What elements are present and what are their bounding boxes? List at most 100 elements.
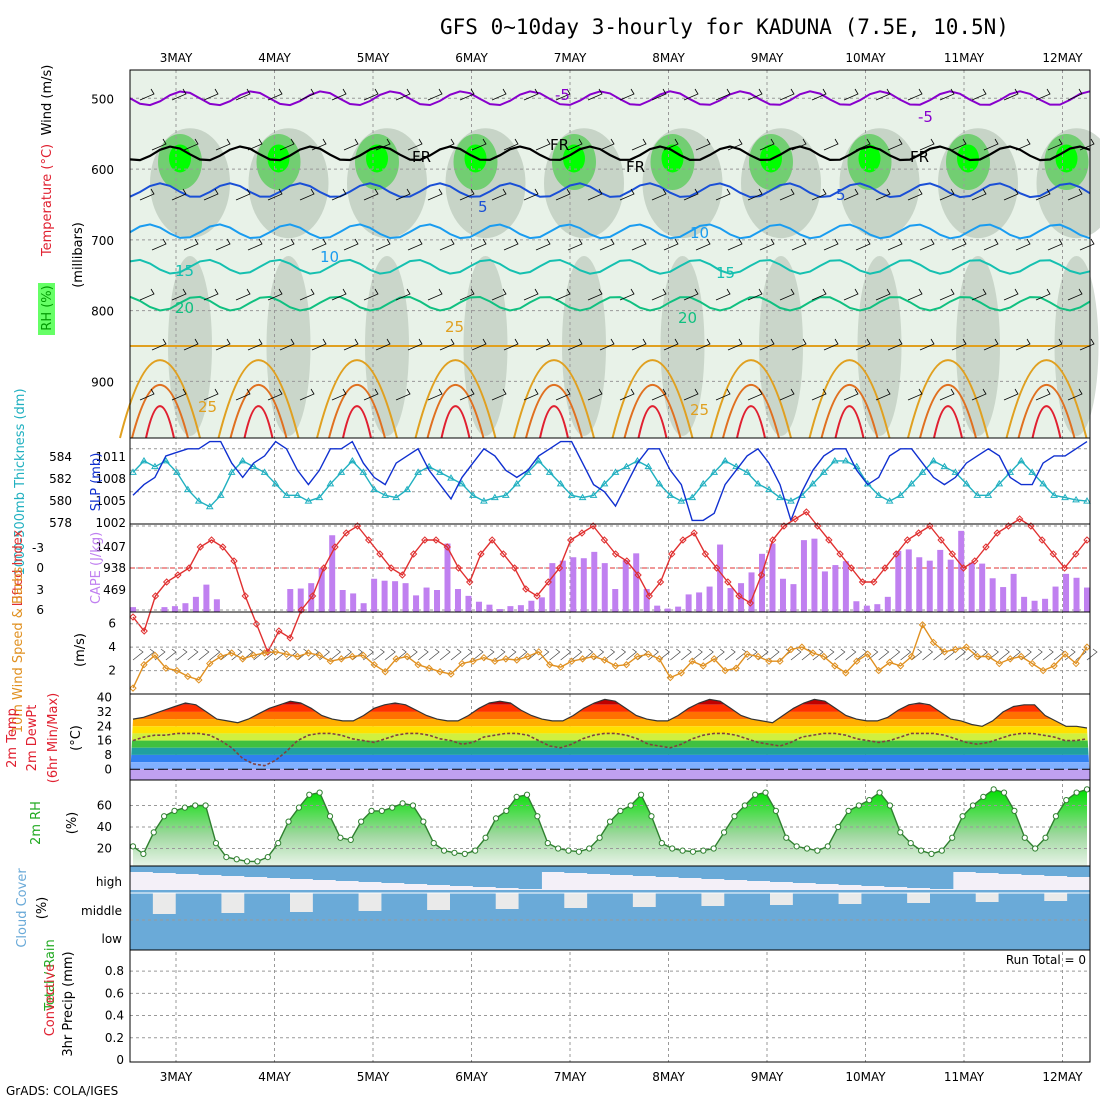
surface-wind-barb [977,648,988,661]
wind-speed-point [359,651,367,660]
pressure-tick-label: 600 [91,163,114,177]
wind-speed-point [414,661,422,669]
lifted-index-point [1083,536,1091,544]
rh-tick-label: 40 [97,820,112,834]
surface-wind-barb [472,648,484,661]
rh-point [358,818,365,825]
cape-bar [696,592,703,612]
wind-barb [631,138,647,151]
temp-band [130,704,1090,712]
thickness-point [819,468,828,475]
wind-barb [395,188,411,201]
rh-point [1063,797,1070,804]
wind-barb [1003,188,1019,201]
wind-speed-point [227,649,236,657]
wind-speed-point [249,651,258,660]
thickness-point [1006,468,1015,475]
wind-speed-point [984,652,993,661]
day-label-bottom: 9MAY [751,1070,784,1084]
rh-point [606,818,614,825]
cape-bar [434,590,441,612]
cape-bar [1073,577,1080,612]
wind-barb [855,238,871,251]
wind-barb [1079,138,1095,151]
thickness-point [699,479,708,487]
wind-barb [555,288,571,301]
isotherm-35-dome [342,405,372,439]
isotherm-35-dome [933,405,963,439]
wind-speed-point [381,668,389,676]
contour-label: 25 [198,398,217,416]
cape-bar [454,589,461,612]
contour-label: FR [412,148,431,166]
contour-label: 10 [690,224,709,242]
rh-point [316,789,323,796]
wind-barb [971,288,987,301]
wind-barb [619,88,635,101]
wind-barb [887,238,903,251]
cape-bar [538,597,545,612]
surface-wind-barb [516,648,528,661]
rh-point [389,804,396,811]
surface-wind-barb [198,648,210,661]
high-cloud-bar [381,866,405,883]
cape-bar [989,578,996,612]
wind-barb [759,238,775,251]
wind-barb [311,238,327,251]
cape-bar [853,601,860,612]
surface-wind-barb [988,648,999,661]
high-cloud-bar [472,866,497,887]
thickness-point [151,462,159,470]
thickness-point [414,468,422,475]
wind-barb [555,388,571,401]
wind-speed-point [600,656,609,664]
rh-point [710,845,717,852]
rh-point [472,847,479,854]
wind-barb [727,338,743,351]
high-cloud-bar [427,866,451,885]
contour-label: FR [626,158,645,176]
wind-speed-point [545,661,554,669]
high-cloud-bar [678,866,702,878]
isotherm-30-dome [525,384,583,439]
rh-point [337,834,344,841]
cloud-level-label: low [102,932,123,946]
rh-point [212,840,220,847]
temp-band [130,699,1090,705]
wind-barb [331,288,347,301]
day-label-top: 10MAY [845,51,886,65]
wind-barb [439,238,455,251]
isotherm-minus5 [129,90,1091,107]
isotherm-35-dome [440,405,471,439]
wind-speed-point [304,649,313,657]
pressure-tick-label: 800 [91,305,114,319]
contour-label: 5 [478,198,488,216]
lifted-index-point [1072,550,1080,558]
wind-barb [407,238,423,251]
surface-wind-barb [154,648,166,661]
wind-barb [599,238,615,251]
temp-band [130,754,1090,763]
surface-wind-barb [790,648,802,661]
mid-cloud-gap [221,893,245,913]
wind-barb [875,388,891,401]
thickness-point [370,485,379,493]
surface-wind-barb [330,648,341,661]
wind-barb [587,88,603,101]
lifted-index-point [948,550,957,558]
wind-barb [183,238,199,251]
isotherm-10 [129,223,1091,240]
thickness-point [216,491,225,498]
lifted-index-point [656,578,665,586]
wind-barb [151,238,167,251]
wind-barb [427,88,443,101]
lifted-index-point [522,585,530,593]
thickness-tick-label: 578 [49,516,72,530]
lifted-index-point [1060,564,1069,572]
high-cloud-bar [152,866,177,873]
wind-barb [1067,188,1083,201]
wind-speed-point [754,652,762,661]
rh-point [1052,813,1059,820]
wind-barb [951,138,967,151]
